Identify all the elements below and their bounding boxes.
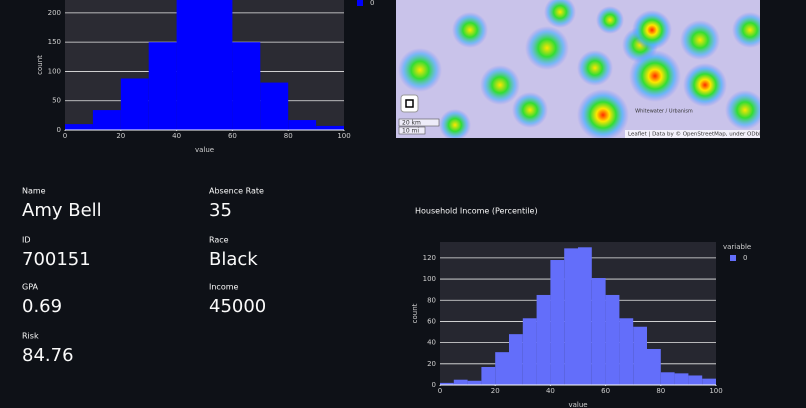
y-tick-label: 200 [48,9,61,17]
bar [65,124,93,130]
metric-label: Absence Rate [209,187,264,196]
metric-label: Race [209,236,229,245]
x-tick-label: 80 [656,387,665,395]
bar [591,278,606,385]
x-tick-label: 60 [601,387,610,395]
x-axis-label: value [568,401,587,408]
metric-label: Name [22,187,46,196]
y-tick-label: 80 [427,296,436,304]
y-tick-label: 60 [427,317,436,325]
y-tick-label: 20 [427,360,436,368]
legend-swatch [730,255,736,261]
metric-value: Amy Bell [22,200,102,221]
bars [65,0,344,130]
bar [564,248,578,385]
bar [288,120,317,130]
metric-value: 0.69 [22,296,62,317]
scale-mi-label: 10 mi [402,128,419,135]
scale-mi [398,126,426,135]
map-place-label: Whitewater / Urbanism [635,109,693,115]
y-tick-label: 0 [432,381,436,389]
bar [536,294,551,385]
bar [481,366,496,385]
attribution-box [625,130,760,138]
bar [578,247,592,385]
bar [702,378,716,385]
bar [509,334,523,385]
bar [522,318,537,385]
x-tick-label: 100 [337,132,350,140]
bar [92,110,121,130]
map[interactable]: 20 km 10 mi Whitewater / Urbanism Leafle… [396,0,768,141]
metric-value: 45000 [209,296,266,317]
bar [605,294,620,385]
bar [647,348,661,385]
metric-value: Black [209,249,258,270]
map-fullscreen-button[interactable] [400,94,419,113]
bar [148,42,177,130]
y-axis-label: count [36,55,44,75]
bars [440,247,716,385]
legend-title: variable [723,243,751,251]
x-tick-label: 100 [709,387,722,395]
x-tick-label: 40 [546,387,555,395]
map-attribution[interactable]: Leaflet | Data by © OpenStreetMap, under… [628,131,764,138]
bar [440,382,454,385]
bar [619,318,634,385]
x-tick-label: 20 [491,387,500,395]
y-tick-label: 120 [423,254,436,262]
x-tick-label: 0 [438,387,442,395]
metric-value: 700151 [22,249,91,270]
bar [495,352,509,385]
metric-value: 84.76 [22,345,74,366]
y-tick-label: 0 [57,126,61,134]
y-tick-label: 50 [52,97,61,105]
scale-km [398,118,440,127]
x-tick-label: 60 [228,132,237,140]
y-tick-label: 40 [427,339,436,347]
heat-layer [398,0,760,138]
y-tick-label: 150 [48,38,61,46]
bar [453,379,468,385]
x-tick-label: 40 [172,132,181,140]
x-tick-label: 20 [116,132,125,140]
metric-label: ID [22,236,31,245]
metric-value: 35 [209,200,232,221]
bar [674,373,689,385]
x-tick-label: 0 [63,132,67,140]
y-tick-label: 100 [48,67,61,75]
legend-label: 0 [743,254,747,262]
legend-label: 0 [370,0,374,7]
fullscreen-icon [405,99,414,108]
bar [688,375,703,385]
x-tick-label: 80 [284,132,293,140]
bar [204,0,233,130]
metric-label: Risk [22,332,39,341]
bar [316,125,344,130]
bar [232,42,261,130]
bar [120,78,149,130]
chart-title: Household Income (Percentile) [415,207,538,216]
legend-swatch [357,0,363,6]
bar [660,372,675,385]
scale-km-label: 20 km [402,120,421,127]
y-tick-label: 100 [423,275,436,283]
x-axis-label: value [195,146,214,154]
bar [260,82,289,130]
metric-label: GPA [22,283,39,292]
bar [467,380,482,385]
bar [176,0,205,130]
bar [633,326,647,385]
y-axis-label: count [411,303,419,323]
metric-label: Income [209,283,239,292]
bar [550,260,565,385]
